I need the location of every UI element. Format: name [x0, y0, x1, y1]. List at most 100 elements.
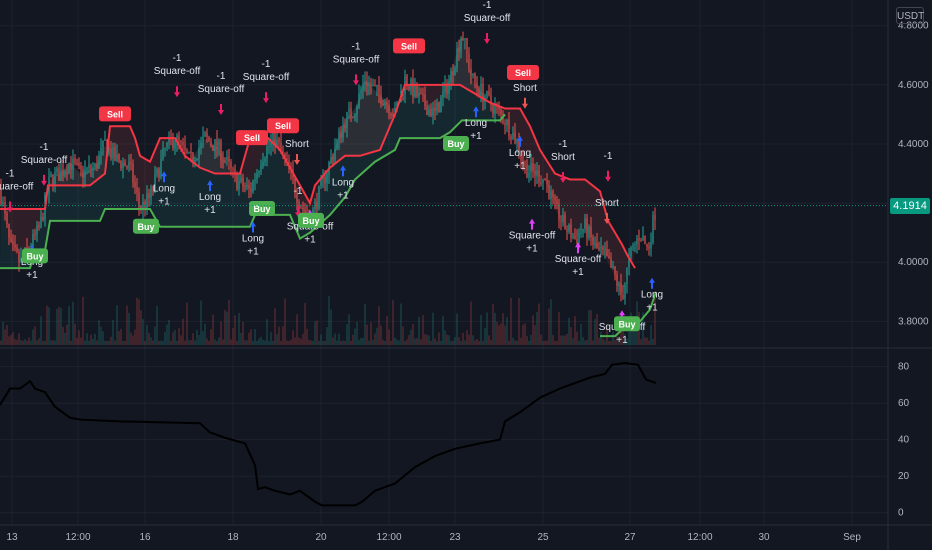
down-arrow-marker	[263, 92, 269, 104]
volume-bar	[510, 297, 512, 345]
volume-bar	[578, 341, 580, 345]
volume-bar	[344, 340, 346, 345]
currency-badge[interactable]: USDT	[896, 7, 924, 24]
candle-body	[20, 256, 22, 263]
volume-bar	[326, 327, 328, 345]
candle-body	[406, 75, 408, 87]
volume-bar	[442, 316, 444, 345]
candle-body	[530, 163, 532, 173]
volume-bar	[424, 334, 426, 345]
candle-body	[14, 244, 16, 248]
volume-bar	[332, 337, 334, 345]
volume-bar	[414, 338, 416, 345]
candle-body	[542, 179, 544, 184]
candle-body	[380, 93, 382, 104]
candle-body	[360, 89, 362, 94]
candle-body	[462, 38, 464, 41]
candle-body	[388, 104, 390, 114]
signal-label: Short	[513, 83, 537, 94]
volume-bar	[238, 313, 240, 345]
candle-body	[0, 188, 2, 204]
sell-tag	[507, 65, 539, 81]
candle-body	[548, 184, 550, 200]
volume-bar	[76, 338, 78, 345]
candle-body	[128, 162, 130, 168]
price-tick-label: 4.6000	[898, 80, 929, 91]
candle-body	[6, 213, 8, 225]
volume-bar	[438, 332, 440, 345]
up-arrow-marker	[529, 218, 535, 230]
candle-body	[228, 157, 230, 162]
down-arrow-marker	[560, 171, 566, 183]
volume-bar	[36, 340, 38, 345]
candle-body	[320, 179, 322, 187]
volume-bar	[572, 338, 574, 345]
candle-body	[368, 82, 370, 86]
volume-bar	[28, 337, 30, 345]
candle-body	[366, 81, 368, 86]
candle-body	[18, 251, 20, 263]
volume-bar	[206, 338, 208, 345]
candle-body	[370, 82, 372, 87]
volume-bar	[516, 340, 518, 345]
volume-bar	[336, 340, 338, 345]
candle-body	[430, 108, 432, 117]
candle-body	[444, 82, 446, 93]
candle-body	[8, 224, 10, 239]
volume-bar	[608, 340, 610, 345]
up-arrow-marker	[207, 180, 213, 192]
candle-body	[266, 147, 268, 159]
candle-body	[160, 159, 162, 178]
candle-body	[78, 163, 80, 166]
candle-body	[470, 69, 472, 76]
volume-bar	[248, 332, 250, 345]
candle-body	[600, 247, 602, 249]
candle-body	[206, 132, 208, 138]
candle-body	[64, 171, 66, 176]
candle-body	[304, 209, 306, 214]
candle-body	[262, 161, 264, 167]
candle-body	[652, 215, 654, 243]
candle-body	[596, 243, 598, 248]
volume-bar	[274, 308, 276, 345]
candle-body	[248, 185, 250, 189]
volume-bar	[272, 340, 274, 345]
candle-body	[408, 86, 410, 90]
candle-body	[174, 142, 176, 149]
volume-bar	[8, 336, 10, 345]
candle-body	[80, 165, 82, 169]
candle-body	[146, 193, 148, 209]
candle-body	[82, 168, 84, 178]
volume-bar	[324, 340, 326, 345]
candle-body	[584, 218, 586, 230]
volume-bar	[126, 305, 128, 345]
tag-text: Buy	[137, 222, 154, 232]
candle-body	[224, 160, 226, 162]
volume-bar	[254, 328, 256, 345]
candle-body	[50, 174, 52, 178]
candle-body	[414, 84, 416, 97]
signal-label: +1	[204, 205, 216, 216]
candle-body	[488, 91, 490, 96]
candle-body	[552, 191, 554, 197]
candle-body	[450, 70, 452, 82]
volume-bar	[164, 331, 166, 345]
volume-bar	[640, 339, 642, 345]
volume-bar	[278, 326, 280, 345]
candle-body	[340, 130, 342, 138]
volume-bar	[262, 339, 264, 345]
volume-bar	[386, 316, 388, 345]
candle-body	[468, 53, 470, 70]
candle-body	[342, 125, 344, 138]
signal-label: +1	[247, 247, 259, 258]
candle-body	[522, 159, 524, 164]
volume-bar	[378, 306, 380, 345]
volume-bar	[644, 337, 646, 345]
candle-body	[626, 268, 628, 285]
candle-body	[134, 182, 136, 188]
volume-bar	[392, 300, 394, 345]
candle-body	[66, 171, 68, 174]
candle-body	[554, 196, 556, 201]
volume-bar	[260, 336, 262, 345]
